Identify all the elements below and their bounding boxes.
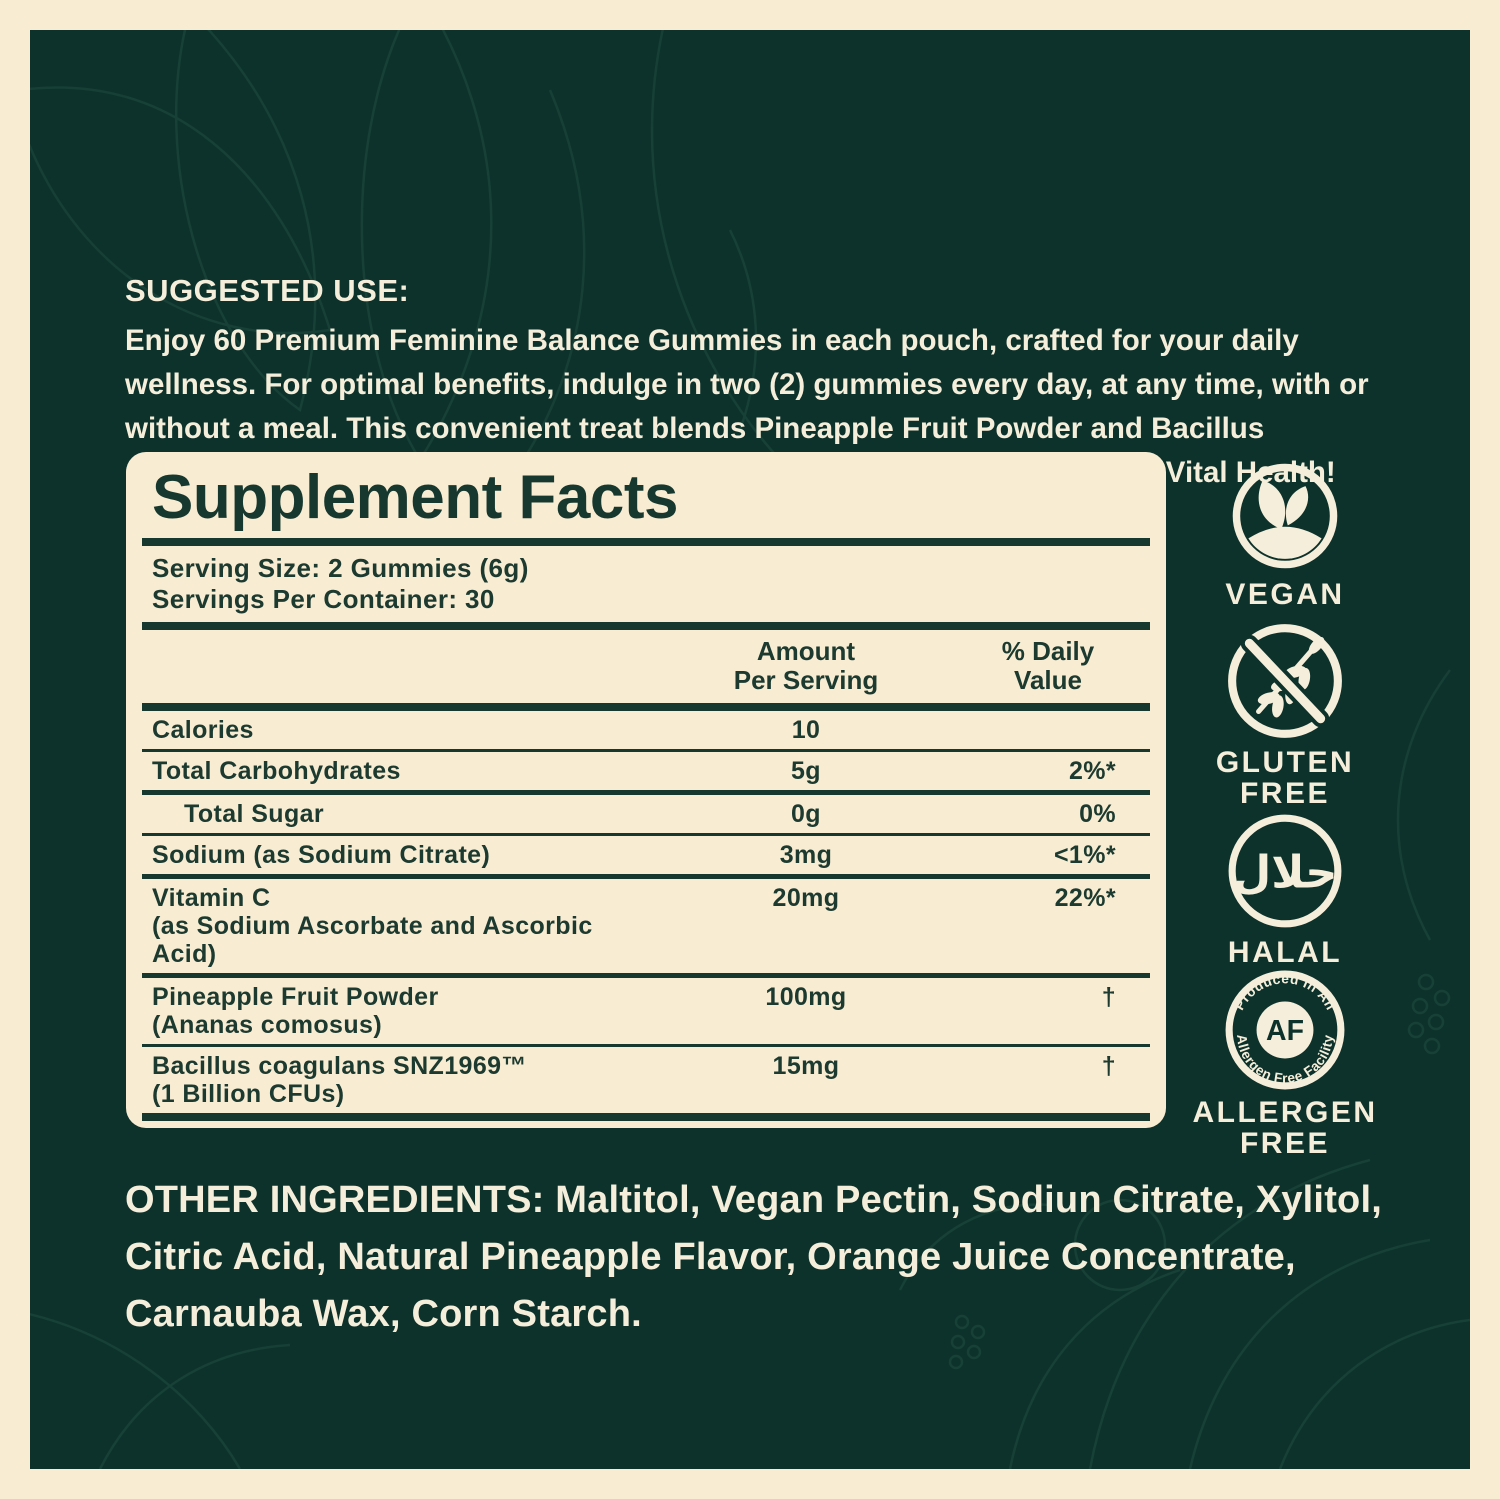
row-name-main: Pineapple Fruit Powder [152, 983, 439, 1011]
allergen-free-label-line1: ALLERGEN [1192, 1096, 1378, 1129]
certification-badges: VEGAN GLUTEN FREE [1120, 460, 1450, 1240]
divider [142, 874, 1150, 879]
gluten-free-label-line1: GLUTEN [1215, 746, 1355, 779]
allergen-free-label-line2: FREE [1239, 1127, 1330, 1160]
table-row-sodium: Sodium (as Sodium Citrate) 3mg <1%* [142, 836, 1150, 874]
table-row-calories: Calories 10 [142, 711, 1150, 749]
row-name: Calories [152, 716, 254, 744]
allergen-free-af-text: AF [1266, 1015, 1304, 1047]
table-row-total-carbohydrates: Total Carbohydrates 5g 2%* [142, 752, 1150, 790]
halal-label: HALAL [1227, 936, 1343, 969]
table-row-pineapple-fruit-powder: Pineapple Fruit Powder (Ananas comosus) … [142, 978, 1150, 1044]
divider [142, 538, 1150, 546]
row-dv: † [1101, 1052, 1116, 1080]
serving-info: Serving Size: 2 Gummies (6g) Servings Pe… [152, 553, 1140, 615]
row-name-main: Bacillus coagulans SNZ1969™ [152, 1052, 527, 1080]
row-dv: 0% [1079, 800, 1116, 828]
row-name-sub: (1 Billion CFUs) [152, 1080, 345, 1108]
divider [142, 749, 1150, 752]
row-name-main: Vitamin C [152, 884, 271, 912]
row-name: Total Carbohydrates [152, 757, 401, 785]
row-name-sub: (Ananas comosus) [152, 1011, 383, 1039]
row-amount: 20mg [772, 884, 840, 912]
botanical-pattern [30, 30, 1470, 1469]
divider [142, 703, 1150, 711]
vegan-icon [1232, 463, 1338, 569]
other-ingredients-text: OTHER INGREDIENTS: Maltitol, Vegan Pecti… [125, 1179, 1382, 1335]
servings-per-container: Servings Per Container: 30 [152, 584, 495, 614]
divider [142, 1113, 1150, 1121]
table-row-total-sugar: Total Sugar 0g 0% [142, 795, 1150, 833]
col-header-dv-line1: % Daily [1001, 636, 1095, 666]
row-dv: 2%* [1068, 757, 1116, 785]
allergen-free-label: ALLERGEN FREE [1120, 1097, 1450, 1159]
row-name: Bacillus coagulans SNZ1969™ (1 Billion C… [152, 1052, 656, 1108]
vegan-label: VEGAN [1225, 578, 1345, 611]
gluten-free-label: GLUTEN FREE [1120, 747, 1450, 809]
row-amount: 100mg [765, 983, 847, 1011]
allergen-free-icon: Produced In An Allergen Free Facility AF [1225, 970, 1345, 1090]
row-name: Pineapple Fruit Powder (Ananas comosus) [152, 983, 656, 1039]
row-name: Total Sugar [184, 800, 325, 828]
row-dv: 22%* [1054, 884, 1116, 912]
row-amount: 0g [791, 800, 821, 828]
serving-size: Serving Size: 2 Gummies (6g) [152, 553, 529, 583]
gluten-free-icon [1228, 624, 1342, 738]
supplement-facts-panel: Supplement Facts Serving Size: 2 Gummies… [126, 452, 1166, 1128]
suggested-use-heading: SUGGESTED USE: [125, 273, 410, 308]
row-name: Vitamin C (as Sodium Ascorbate and Ascor… [152, 884, 656, 968]
divider [142, 622, 1150, 630]
col-header-amount-line2: Per Serving [733, 665, 879, 695]
halal-icon: حلال [1228, 814, 1342, 928]
row-dv: † [1101, 983, 1116, 1011]
row-name-sub: (as Sodium Ascorbate and Ascorbic Acid) [152, 912, 593, 968]
label-background: SUGGESTED USE: Enjoy 60 Premium Feminine… [30, 30, 1470, 1469]
row-amount: 3mg [779, 841, 833, 869]
col-header-dv: % Daily Value [956, 637, 1140, 695]
divider [142, 833, 1150, 836]
row-dv: <1%* [1053, 841, 1116, 869]
facts-table-header: Amount Per Serving % Daily Value [142, 630, 1150, 703]
row-amount: 15mg [772, 1052, 840, 1080]
divider [142, 973, 1150, 978]
row-amount: 5g [791, 757, 821, 785]
divider [142, 790, 1150, 795]
row-amount: 10 [791, 716, 821, 744]
row-name: Sodium (as Sodium Citrate) [152, 841, 491, 869]
spacer [152, 637, 656, 695]
gluten-free-label-line2: FREE [1239, 777, 1330, 810]
table-row-vitamin-c: Vitamin C (as Sodium Ascorbate and Ascor… [142, 879, 1150, 973]
supplement-facts-title: Supplement Facts [152, 463, 679, 532]
col-header-amount-line1: Amount [756, 636, 856, 666]
table-row-bacillus-coagulans: Bacillus coagulans SNZ1969™ (1 Billion C… [142, 1047, 1150, 1113]
divider [142, 1044, 1150, 1047]
halal-arabic-text: حلال [1233, 845, 1338, 898]
col-header-dv-line2: Value [1014, 665, 1082, 695]
col-header-amount: Amount Per Serving [656, 637, 956, 695]
